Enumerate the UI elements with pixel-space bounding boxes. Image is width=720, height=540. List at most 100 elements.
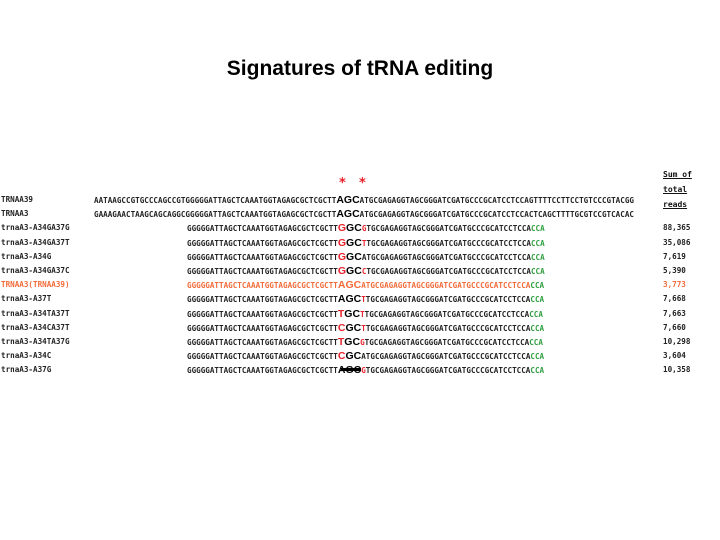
sequence-3prime: ATGCGAGAGGTAGCGGGATCGATGCCCGCATCCTCCACTC… xyxy=(359,210,634,220)
sequence-name: trnaA3-A34TA37T xyxy=(1,308,70,318)
anticodon: CGC xyxy=(338,322,361,334)
position-37-base: G xyxy=(361,366,366,376)
alignment-row: trnaA3-A34TA37G GGGGGATTAGCTCAAATGGTAGAGC… xyxy=(0,335,720,349)
alignment-row: TRNAA3 GAAAGAACTAAGCAGCAGGCGGGGGATTAGCTCA… xyxy=(0,207,720,221)
anticodon: AGC xyxy=(336,208,359,220)
sequence-name: trnaA3-A34GA37T xyxy=(1,237,70,247)
sequence: GGGGGATTAGCTCAAATGGTAGAGCGCTCGCTTGGCCTGC… xyxy=(187,264,545,279)
sequence-3prime: ATGCGAGAGGTAGCGGGATCGATGCCCGCATCCTCCA xyxy=(361,352,531,362)
sequence-name: TRNAA39 xyxy=(1,195,34,204)
cca-tail: CCA xyxy=(529,309,543,319)
alignment-row: trnaA3-A34CA37T GGGGGATTAGCTCAAATGGTAGAGC… xyxy=(0,321,720,335)
cca-tail: CCA xyxy=(530,281,545,291)
sequence: GGGGGATTAGCTCAAATGGTAGAGCGCTCGCTTCGCTTGC… xyxy=(187,321,544,336)
sequence-name: trnaA3-A34G xyxy=(1,251,52,261)
anticodon-base: G xyxy=(344,307,353,320)
sequence-3prime: GTGCGAGAGGTAGCGGGATCGATGCCCGCATCCTCCA xyxy=(361,224,531,234)
edit-site-markers: * * xyxy=(339,176,379,191)
position-37-base: G xyxy=(360,338,365,347)
anticodon: GGC xyxy=(338,222,362,234)
anticodon-base: C xyxy=(354,250,362,263)
sequence-5prime: GGGGGATTAGCTCAAATGGTAGAGCGCTCGCTT xyxy=(187,323,338,333)
anticodon-base: G xyxy=(337,250,347,263)
sequence-name: TRNAA3(TRNAA39) xyxy=(1,280,70,290)
anticodon-underline xyxy=(341,368,361,371)
alignment-row: trnaA3-A34G GGGGGATTAGCTCAAATGGTAGAGCGCTC… xyxy=(0,250,720,264)
sequence: GGGGGATTAGCTCAAATGGTAGAGCGCTCGCTTCGCATGC… xyxy=(187,349,544,364)
position-37-base: G xyxy=(361,224,367,234)
sum-of-reads-header: Sum of total reads xyxy=(663,167,720,212)
sequence: GGGGGATTAGCTCAAATGGTAGAGCGCTCGCTTGGCGTGC… xyxy=(187,221,545,236)
sequence-5prime: GGGGGATTAGCTCAAATGGTAGAGCGCTCGCTT xyxy=(187,366,338,376)
sequence-name: trnaA3-A34CA37T xyxy=(1,322,70,332)
sequence-3prime: GTGCGAGAGGTAGCGGGATCGATGCCCGCATCCTCCA xyxy=(361,366,531,376)
anticodon: GGC xyxy=(338,237,362,249)
sequence-5prime: GGGGGATTAGCTCAAATGGTAGAGCGCTCGCTT xyxy=(187,295,338,305)
cca-tail: CCA xyxy=(530,267,545,276)
position-37-base: T xyxy=(361,238,367,248)
sequence: GGGGGATTAGCTCAAATGGTAGAGCGCTCGCTTAGCTTGC… xyxy=(187,292,544,307)
anticodon-base: G xyxy=(337,222,347,235)
sum-header-line-2: reads xyxy=(663,200,688,209)
anticodon-base: G xyxy=(344,336,353,348)
alignment-row: trnaA3-A34TA37T GGGGGATTAGCTCAAATGGTAGAGC… xyxy=(0,307,720,321)
sequence-name: trnaA3-A34TA37G xyxy=(1,337,70,346)
anticodon-base: C xyxy=(354,222,362,235)
anticodon: TGC xyxy=(338,308,360,320)
sequence: GAAAGAACTAAGCAGCAGGCGGGGGATTAGCTCAAATGGT… xyxy=(94,207,634,222)
anticodon-base: C xyxy=(354,236,362,249)
read-count: 7,663 xyxy=(663,308,686,318)
sequence-3prime: GTGCGAGAGGTAGCGGGATCGATGCCCGCATCCTCCA xyxy=(360,338,530,347)
anticodon-base: AGC xyxy=(337,279,362,292)
sequence-name: TRNAA3 xyxy=(1,209,29,219)
sequence-name: trnaA3-A34C xyxy=(1,351,52,361)
anticodon-base: C xyxy=(337,350,346,363)
anticodon-base: AGC xyxy=(336,194,360,206)
read-count: 88,365 xyxy=(663,223,691,233)
anticodon-base: G xyxy=(346,250,355,263)
sequence: GGGGGATTAGCTCAAATGGTAGAGCGCTCGCTTGGCATGC… xyxy=(187,250,545,265)
anticodon-base: G xyxy=(346,265,355,277)
sequence-3prime: TTGCGAGAGGTAGCGGGATCGATGCCCGCATCCTCCA xyxy=(361,323,531,333)
anticodon: TGC xyxy=(338,336,360,348)
position-37-base: T xyxy=(361,323,366,333)
sequence-5prime: GGGGGATTAGCTCAAATGGTAGAGCGCTCGCTT xyxy=(187,281,338,291)
read-count: 10,358 xyxy=(663,365,691,375)
alignment-row: trnaA3-A34GA37C GGGGGATTAGCTCAAATGGTAGAGC… xyxy=(0,264,720,278)
anticodon: AGC xyxy=(338,293,361,305)
alignment-row: trnaA3-A34GA37G GGGGGATTAGCTCAAATGGTAGAGC… xyxy=(0,221,720,235)
sequence-5prime: GGGGGATTAGCTCAAATGGTAGAGCGCTCGCTT xyxy=(187,238,338,248)
cca-tail: CCA xyxy=(530,352,545,362)
anticodon-base: C xyxy=(337,321,346,334)
cca-tail: CCA xyxy=(530,238,545,248)
anticodon: GGC xyxy=(338,265,362,277)
anticodon-base: T xyxy=(337,336,345,348)
cca-tail: CCA xyxy=(530,295,545,305)
sequence-5prime: GAAAGAACTAAGCAGCAGGCGGGGGATTAGCTCAAATGGT… xyxy=(94,210,337,220)
asterisk-position-37: * xyxy=(359,176,366,191)
anticodon-base: G xyxy=(337,236,347,249)
sequence: GGGGGATTAGCTCAAATGGTAGAGCGCTCGCTTGGCTTGC… xyxy=(187,236,545,251)
anticodon-base: T xyxy=(337,307,345,320)
cca-tail: CCA xyxy=(530,252,545,262)
anticodon-base: AGC xyxy=(337,293,362,306)
anticodon-base: G xyxy=(337,265,347,277)
position-37-base: T xyxy=(360,309,365,319)
sequence-5prime: GGGGGATTAGCTCAAATGGTAGAGCGCTCGCTT xyxy=(187,224,338,234)
alignment-row: trnaA3-A34GA37T GGGGGATTAGCTCAAATGGTAGAGC… xyxy=(0,236,720,250)
sequence-name: trnaA3-A34GA37G xyxy=(1,223,70,233)
sequence-3prime: CTGCGAGAGGTAGCGGGATCGATGCCCGCATCCTCCA xyxy=(361,267,531,276)
anticodon-base: G xyxy=(345,350,354,363)
sequence-3prime: ATGCGAGAGGTAGCGGGATCGATGCCCGCATCCTCCA xyxy=(361,252,531,262)
anticodon-base: G xyxy=(346,222,355,235)
sequence: GGGGGATTAGCTCAAATGGTAGAGCGCTCGCTTAGCGTGC… xyxy=(187,363,544,378)
asterisk-position-34: * xyxy=(339,176,346,191)
sequence-5prime: GGGGGATTAGCTCAAATGGTAGAGCGCTCGCTT xyxy=(187,352,338,362)
anticodon: AGC xyxy=(338,279,361,291)
anticodon-base: G xyxy=(346,236,355,249)
sequence-3prime: ATGCGAGAGGTAGCGGGATCGATGCCCGCATCCTCCAGTT… xyxy=(359,196,634,205)
sum-header-line-1: Sum of total xyxy=(663,170,692,194)
read-count: 7,660 xyxy=(663,322,686,332)
sequence: AATAAGCCGTGCCCAGCCGTGGGGGATTAGCTCAAATGGT… xyxy=(94,193,634,208)
sequence-5prime: GGGGGATTAGCTCAAATGGTAGAGCGCTCGCTT xyxy=(187,267,338,276)
